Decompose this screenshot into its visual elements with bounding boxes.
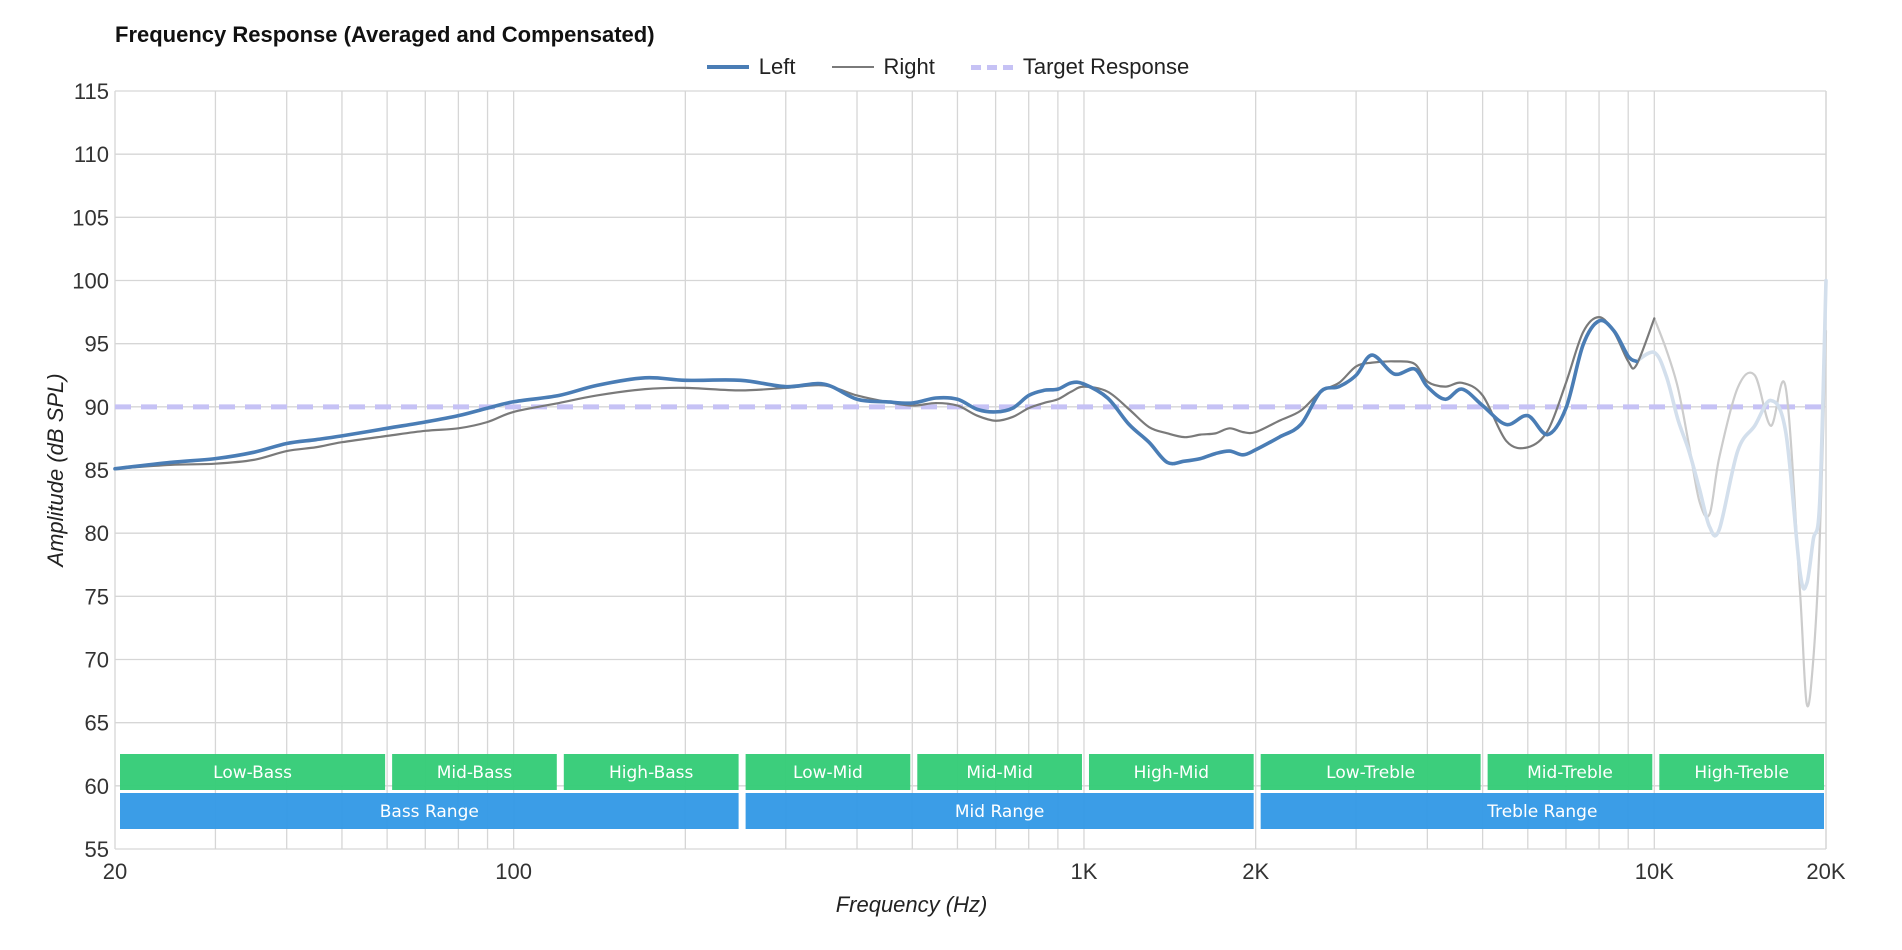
band-sub-range <box>120 754 386 790</box>
y-tick-label: 75 <box>85 584 109 609</box>
y-tick-label: 80 <box>85 521 109 546</box>
legend-label-left: Left <box>758 54 796 79</box>
legend: Left Right Target Response <box>0 54 1899 80</box>
band-sub-range <box>1088 754 1254 790</box>
y-tick-label: 110 <box>74 142 109 167</box>
y-tick-label: 90 <box>85 395 109 420</box>
band-sub-range <box>1260 754 1481 790</box>
band-range <box>1260 793 1824 829</box>
x-tick-label: 10K <box>1635 859 1674 884</box>
legend-label-target: Target Response <box>1022 54 1190 79</box>
y-tick-label: 85 <box>85 458 109 483</box>
legend-item-right[interactable]: Right <box>831 54 935 80</box>
band-range-label: Bass Range <box>380 802 479 822</box>
series-left-faded <box>1634 278 1828 591</box>
band-sub-range <box>1487 754 1653 790</box>
y-tick-label: 60 <box>85 774 109 799</box>
legend-swatch-left <box>706 65 749 69</box>
x-tick-label: 1K <box>1071 859 1098 884</box>
y-tick-label: 55 <box>85 837 109 862</box>
band-sub-range-label: High-Mid <box>1134 763 1209 783</box>
x-tick-label: 20K <box>1806 859 1845 884</box>
y-tick-label: 115 <box>74 79 109 104</box>
y-tick-label: 65 <box>85 711 109 736</box>
band-range <box>745 793 1254 829</box>
band-sub-range-label: High-Treble <box>1694 763 1789 783</box>
series-right <box>113 316 1656 470</box>
y-tick-label: 70 <box>85 648 109 673</box>
band-sub-range <box>563 754 739 790</box>
x-tick-label: 2K <box>1242 859 1269 884</box>
band-sub-range <box>392 754 557 790</box>
legend-label-right: Right <box>883 54 935 79</box>
y-tick-label: 95 <box>85 332 109 357</box>
band-sub-range-label: Mid-Bass <box>437 763 513 783</box>
x-tick-label: 20 <box>103 859 127 884</box>
band-sub-range <box>917 754 1082 790</box>
y-tick-label: 100 <box>72 269 109 294</box>
series-left <box>113 318 1639 471</box>
legend-swatch-target <box>970 64 1013 70</box>
grid <box>114 90 1827 850</box>
band-range-label: Treble Range <box>1486 802 1597 822</box>
band-sub-range <box>1659 754 1824 790</box>
band-sub-range-label: Mid-Mid <box>966 763 1033 783</box>
band-range-label: Mid Range <box>955 802 1044 822</box>
x-tick-label: 100 <box>495 859 532 884</box>
chart-title: Frequency Response (Averaged and Compens… <box>115 22 655 47</box>
y-axis-title: Amplitude (dB SPL) <box>43 373 68 568</box>
y-tick-label: 105 <box>72 205 109 230</box>
band-sub-range-label: Low-Bass <box>213 763 292 783</box>
band-sub-range-label: High-Bass <box>609 763 694 783</box>
legend-swatch-right <box>831 66 874 68</box>
x-axis-title: Frequency (Hz) <box>836 892 988 917</box>
legend-item-left[interactable]: Left <box>706 54 796 80</box>
band-sub-range <box>745 754 911 790</box>
band-sub-range-label: Mid-Treble <box>1527 763 1613 783</box>
band-sub-range-label: Low-Mid <box>793 763 863 783</box>
band-range <box>120 793 739 829</box>
legend-item-target[interactable]: Target Response <box>970 54 1190 80</box>
band-sub-range-label: Low-Treble <box>1326 763 1415 783</box>
series-right-faded <box>1653 317 1828 708</box>
